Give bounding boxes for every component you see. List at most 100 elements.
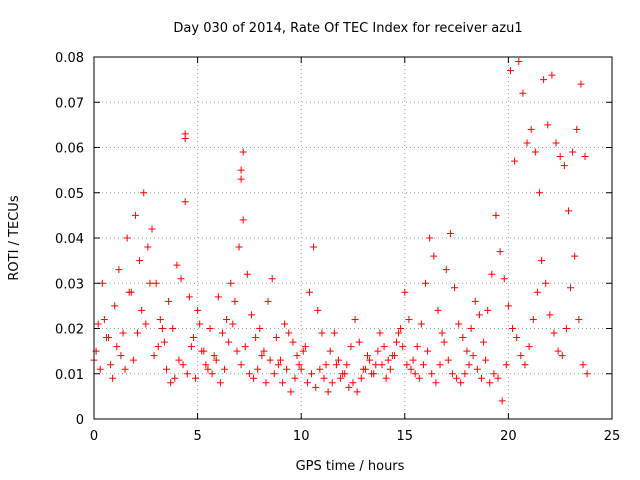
data-point (326, 347, 334, 355)
data-point (355, 338, 363, 346)
x-axis-label: GPS time / hours (296, 459, 405, 474)
data-point (583, 370, 591, 378)
data-point (477, 374, 485, 382)
data-point (538, 257, 546, 265)
data-point (229, 320, 237, 328)
data-point (119, 329, 127, 337)
data-point (281, 320, 289, 328)
data-point (347, 343, 355, 351)
data-point (167, 379, 175, 387)
data-point (558, 352, 566, 360)
data-point (225, 338, 233, 346)
data-point (560, 162, 568, 170)
data-point (562, 325, 570, 332)
data-point (397, 325, 405, 332)
plot-frame (93, 56, 613, 420)
data-point (239, 216, 247, 224)
data-point (349, 379, 357, 387)
data-point (376, 329, 384, 337)
data-point (189, 334, 197, 342)
data-point (146, 279, 154, 287)
data-point (322, 361, 330, 369)
data-point (486, 379, 494, 387)
data-point (328, 379, 336, 387)
data-point (411, 370, 419, 378)
data-point (196, 320, 204, 328)
data-point (353, 388, 361, 396)
data-point (94, 320, 102, 328)
data-point (252, 334, 260, 342)
data-point (241, 343, 249, 351)
data-point (314, 306, 322, 314)
data-point (525, 343, 533, 351)
data-point (245, 370, 253, 378)
data-point (279, 379, 287, 387)
data-point (513, 334, 521, 342)
data-point (138, 306, 146, 314)
data-point (218, 329, 226, 337)
data-point (283, 365, 291, 373)
data-point (515, 58, 523, 66)
data-point (451, 284, 459, 292)
data-point (399, 343, 407, 351)
data-point (461, 370, 469, 378)
data-point (150, 352, 158, 360)
data-point (179, 361, 187, 369)
data-point (361, 365, 369, 373)
data-point (500, 275, 508, 283)
data-point (115, 266, 123, 274)
data-point (484, 306, 492, 314)
data-point (243, 270, 251, 278)
data-point (332, 361, 340, 369)
data-point (498, 397, 506, 405)
data-point (384, 356, 392, 364)
data-point (502, 361, 510, 369)
data-point (175, 356, 183, 364)
data-point (577, 80, 585, 88)
data-point (430, 252, 438, 260)
y-axis-label: ROTI / TECUs (7, 195, 22, 280)
data-point (113, 343, 121, 351)
data-point (494, 374, 502, 382)
data-point (571, 252, 579, 260)
data-point (467, 325, 475, 332)
data-point (390, 352, 398, 360)
data-point (129, 356, 137, 364)
data-point (134, 329, 142, 337)
data-point (372, 361, 380, 369)
data-point (289, 338, 297, 346)
data-point (212, 356, 220, 364)
x-tick-label: 25 (604, 429, 621, 444)
data-point (401, 288, 409, 296)
data-point (247, 311, 255, 319)
data-point (239, 148, 247, 156)
data-point (148, 225, 156, 233)
data-point (142, 320, 150, 328)
data-point (210, 352, 218, 360)
data-point (171, 374, 179, 382)
data-point (152, 279, 160, 287)
data-point (527, 125, 535, 133)
data-point (237, 175, 245, 183)
data-point (291, 374, 299, 382)
data-point (419, 361, 427, 369)
data-point (96, 365, 104, 373)
data-point (256, 325, 264, 332)
data-point (312, 383, 320, 391)
data-point (214, 293, 222, 301)
data-point (305, 288, 313, 296)
data-point (233, 347, 241, 355)
data-point (262, 379, 270, 387)
data-point (415, 374, 423, 382)
data-point (546, 311, 554, 319)
data-point (185, 293, 193, 301)
data-point (158, 325, 166, 332)
data-point (413, 343, 421, 351)
data-point (432, 379, 440, 387)
data-point (482, 356, 490, 364)
data-point (422, 279, 430, 287)
data-point (564, 207, 572, 215)
data-point (231, 297, 239, 305)
data-point (295, 361, 303, 369)
data-point (473, 365, 481, 373)
